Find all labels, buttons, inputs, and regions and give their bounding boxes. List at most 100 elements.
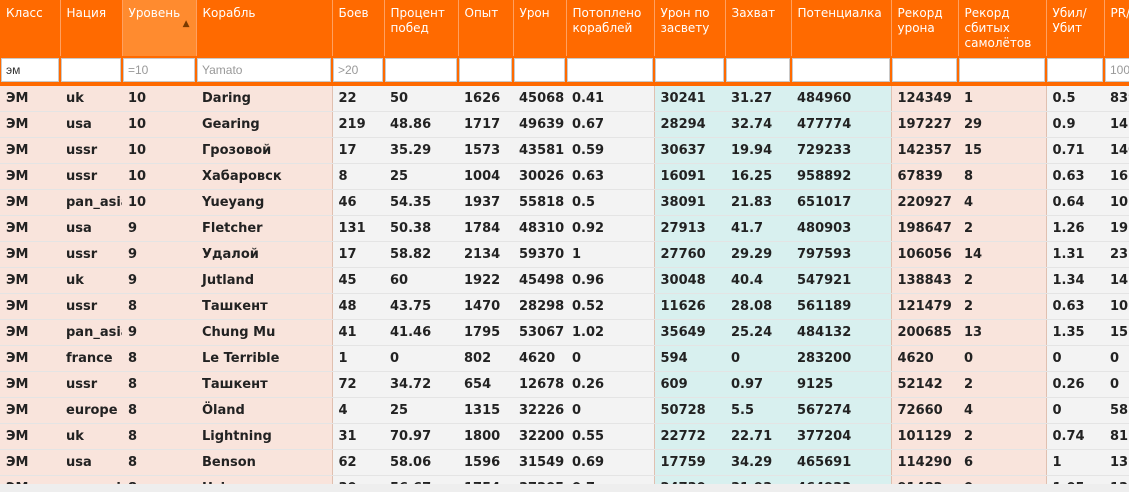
cell-nation: ussr (60, 293, 122, 320)
filter-exp-input[interactable] (459, 58, 512, 82)
cell-kills: 0.96 (566, 267, 654, 294)
col-header-damage-record[interactable]: Рекорд урона (891, 0, 959, 56)
col-header-ship[interactable]: Корабль (196, 0, 333, 56)
cell-pr: 162 (1104, 163, 1129, 190)
cell-capture: 22.71 (725, 423, 791, 450)
cell-damage-record: 197227 (890, 111, 958, 138)
col-header-winrate[interactable]: Процент побед (384, 0, 459, 56)
cell-class: ЭМ (0, 293, 60, 320)
filter-damage-record-input[interactable] (892, 58, 957, 82)
cell-pr: 0 (1104, 371, 1129, 398)
cell-pr: 231 (1104, 241, 1129, 268)
cell-exp: 1470 (458, 293, 513, 320)
cell-planes-record: 6 (958, 449, 1046, 476)
filter-battles-input[interactable] (333, 58, 383, 82)
cell-class: ЭМ (0, 267, 60, 294)
col-header-kd[interactable]: Убил/ Убит (1046, 0, 1105, 56)
cell-exp: 1800 (458, 423, 513, 450)
cell-potential: 480903 (791, 215, 891, 242)
cell-class: ЭМ (0, 423, 60, 450)
cell-potential: 797593 (791, 241, 891, 268)
filter-tier-input[interactable] (123, 58, 195, 82)
cell-kills: 0 (566, 397, 654, 424)
filter-capture-input[interactable] (726, 58, 790, 82)
cell-planes-record: 8 (958, 163, 1046, 190)
table-row[interactable]: ЭМ ussr 10 Грозовой 17 35.29 1573 43581 0.59 3063… (0, 137, 1129, 164)
cell-kd: 0.26 (1045, 371, 1104, 398)
cell-ship: Jutland (196, 267, 332, 294)
filter-class-input[interactable] (1, 58, 59, 82)
cell-capture: 21.83 (725, 189, 791, 216)
cell-nation: europe (60, 397, 122, 424)
cell-battles: 62 (331, 449, 384, 476)
col-header-planes-record[interactable]: Рекорд сбитых самолётов (958, 0, 1047, 56)
table-row[interactable]: ЭМ europe 8 Öland 4 25 1315 32226 0 50728 5.5 56727… (0, 397, 1129, 424)
cell-battles: 22 (331, 86, 384, 112)
cell-winrate: 60 (384, 267, 458, 294)
filter-winrate-input[interactable] (385, 58, 457, 82)
table-row[interactable]: ЭМ usa 10 Gearing 219 48.86 1717 49639 0.67 28294… (0, 111, 1129, 138)
col-header-damage[interactable]: Урон (513, 0, 567, 56)
filter-spot-damage-input[interactable] (655, 58, 724, 82)
cell-class: ЭМ (0, 215, 60, 242)
cell-battles: 131 (331, 215, 384, 242)
table-row[interactable]: ЭМ usa 8 Benson 62 58.06 1596 31549 0.69 17759 34.… (0, 449, 1129, 476)
col-header-battles[interactable]: Боев (332, 0, 385, 56)
col-header-nation[interactable]: Нация (60, 0, 123, 56)
col-header-capture[interactable]: Захват (725, 0, 792, 56)
cell-ship: Öland (196, 397, 332, 424)
col-header-exp[interactable]: Опыт (458, 0, 514, 56)
table-row[interactable]: ЭМ ussr 9 Удалой 17 58.82 2134 59370 1 27760 29.29… (0, 241, 1129, 268)
cell-potential: 477774 (791, 111, 891, 138)
table-row[interactable]: ЭМpan_asia10Yueyang4654.351937558180.538… (0, 189, 1129, 216)
cell-exp: 1596 (458, 449, 513, 476)
table-row[interactable]: ЭМ uk 8 Lightning 31 70.97 1800 32200 0.55 22772 2… (0, 423, 1129, 450)
cell-winrate: 54.35 (384, 189, 458, 216)
table-row[interactable]: ЭМ france 8 Le Terrible 1 0 802 4620 0 594 0 283200… (0, 345, 1129, 372)
col-header-kills[interactable]: Потоплено кораблей (566, 0, 655, 56)
table-row[interactable]: ЭМ ussr 8 Ташкент 72 34.72 654 12678 0.26 609 0.97… (0, 371, 1129, 398)
col-header-pr[interactable]: PR/ alfa (1104, 0, 1129, 56)
cell-capture: 32.74 (725, 111, 791, 138)
table-row[interactable]: ЭМ ussr 8 Ташкент 48 43.75 1470 28298 0.52 11626 2… (0, 293, 1129, 320)
table-row[interactable]: ЭМ usa 9 Fletcher 131 50.38 1784 48310 0.92 27913… (0, 215, 1129, 242)
filter-planes-record-input[interactable] (959, 58, 1045, 82)
cell-tier: 9 (122, 215, 196, 242)
filter-nation-input[interactable] (61, 58, 121, 82)
scrollbar-track[interactable] (0, 484, 1129, 492)
filter-ship-input[interactable] (197, 58, 331, 82)
filter-kills-input[interactable] (567, 58, 653, 82)
cell-damage: 31549 (513, 449, 566, 476)
cell-capture: 34.29 (725, 449, 791, 476)
cell-damage-record: 67839 (890, 163, 958, 190)
cell-capture: 16.25 (725, 163, 791, 190)
table-row[interactable]: ЭМ ussr 10 Хабаровск 8 25 1004 30026 0.63 16091 16… (0, 163, 1129, 190)
col-header-spot-damage[interactable]: Урон по засвету (654, 0, 726, 56)
filter-potential-input[interactable] (792, 58, 890, 82)
cell-potential: 484960 (791, 86, 891, 112)
col-header-potential[interactable]: Потенциалка (791, 0, 892, 56)
cell-tier: 8 (122, 449, 196, 476)
filter-damage-input[interactable] (514, 58, 565, 82)
col-header-class[interactable]: Класс (0, 0, 61, 56)
cell-damage: 59370 (513, 241, 566, 268)
cell-potential: 484132 (791, 319, 891, 346)
cell-kd: 0.63 (1045, 163, 1104, 190)
cell-pr: 141 (1104, 111, 1129, 138)
cell-damage-record: 114290 (890, 449, 958, 476)
cell-damage: 12678 (513, 371, 566, 398)
cell-class: ЭМ (0, 111, 60, 138)
cell-planes-record: 2 (958, 215, 1046, 242)
col-header-tier[interactable]: Уровень ▲ (122, 0, 197, 56)
table-row[interactable]: ЭМ uk 10 Daring 22 50 1626 45068 0.41 30241 31.27 4… (0, 86, 1129, 112)
filter-pr-input[interactable] (1105, 58, 1129, 82)
cell-nation: france (60, 345, 122, 372)
cell-spot-damage: 28294 (653, 111, 725, 138)
filter-kd-input[interactable] (1047, 58, 1103, 82)
table-row[interactable]: ЭМ uk 9 Jutland 45 60 1922 45498 0.96 30048 40.4 54… (0, 267, 1129, 294)
cell-capture: 0.97 (725, 371, 791, 398)
cell-potential: 283200 (791, 345, 891, 372)
cell-planes-record: 29 (958, 111, 1046, 138)
